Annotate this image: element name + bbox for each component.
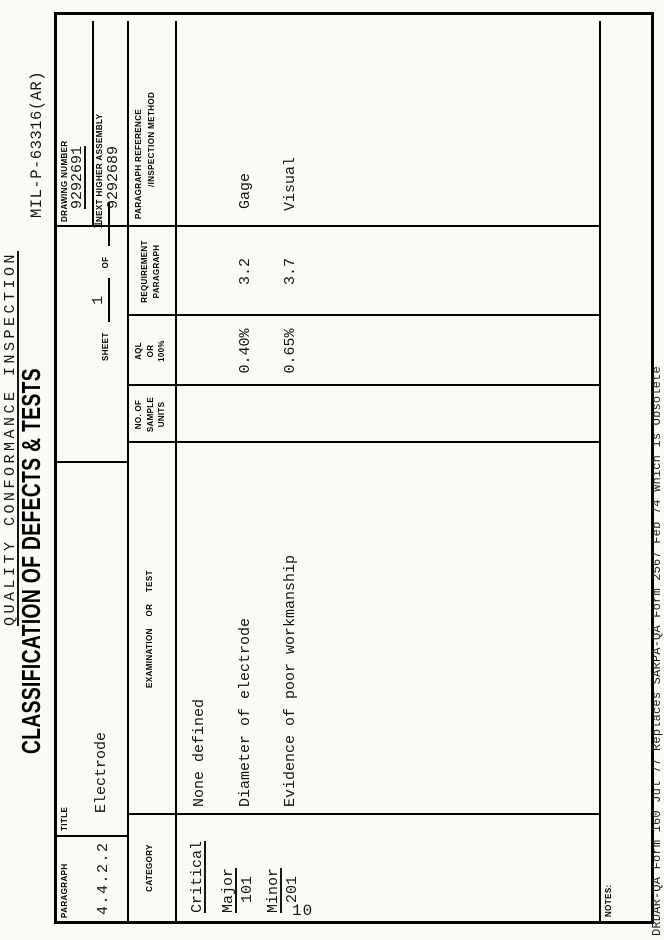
row-category-number: 201 [284,875,301,903]
title-label: TITLE [60,806,69,831]
row-examination: Diameter of electrode [237,617,254,807]
rule-aql-col [127,384,599,386]
sample-units-column-header: NO. OF SAMPLE UNITS [134,396,167,433]
spec-number: MIL-P-63316(AR) [28,70,46,218]
rule-category-col [127,813,599,815]
form-title: CLASSIFICATION OF DEFECTS & TESTS [16,368,46,754]
sheet-group: SHEET 1 OF 1 [90,202,110,361]
rule-header1-bottom [127,21,129,921]
row-category: Major [220,867,237,913]
row-aql: 0.65% [282,328,299,374]
rule-notes-top [599,21,601,921]
sheet-label: SHEET [100,332,110,361]
aql-column-header: AQL OR 100% [134,340,167,362]
reference-column-header-line2: /INSPECTION METHOD [147,91,156,187]
examination-column-header: EXAMINATION OR TEST [145,570,154,688]
paragraph-value: 4.4.2.2 [95,841,112,915]
row-category-number: 101 [239,875,256,903]
category-column-header: CATEGORY [145,844,154,892]
row-aql: 0.40% [237,328,254,374]
row-examination: None defined [191,698,208,807]
row-requirement: 3.2 [237,258,254,286]
drawing-number-value: 9292691 [69,145,86,209]
next-higher-assembly-value: 9292689 [105,145,122,209]
row-method: Gage [237,172,254,209]
row-examination: Evidence of poor workmanship [282,554,299,807]
form-footer: DRDAR-QA Form 160 Jul 77 Replaces SARPA-… [650,366,664,936]
rule-paragraph-title [57,835,127,837]
form-title-wrap: CLASSIFICATION OF DEFECTS & TESTS [16,232,47,754]
rule-drawing-split [92,21,94,227]
row-requirement: 3.7 [282,258,299,286]
rule-title-sheet [57,461,127,463]
paragraph-label: PARAGRAPH [60,863,69,918]
sheet-value: 1 [90,278,110,323]
next-higher-assembly-label: NEXT HIGHER ASSEMBLY [95,113,104,222]
row-method: Visual [282,156,299,211]
rule-requirement-col [127,314,599,316]
row-category: Minor [265,867,282,913]
rule-header2-bottom [175,21,177,921]
rule-sample-col [127,441,599,443]
page-number: 10 [292,902,314,920]
title-value: Electrode [93,731,110,813]
defects-table: PARAGRAPH 4.4.2.2 TITLE Electrode SHEET … [54,12,654,924]
reference-column-header-line1: PARAGRAPH REFERENCE [134,108,143,219]
notes-label: NOTES: [604,884,613,917]
of-label: OF [100,256,110,269]
row-category: Critical [189,840,206,913]
drawing-number-label: DRAWING NUMBER [60,140,69,222]
requirement-column-header: REQUIREMENT PARAGRAPH [140,240,161,303]
